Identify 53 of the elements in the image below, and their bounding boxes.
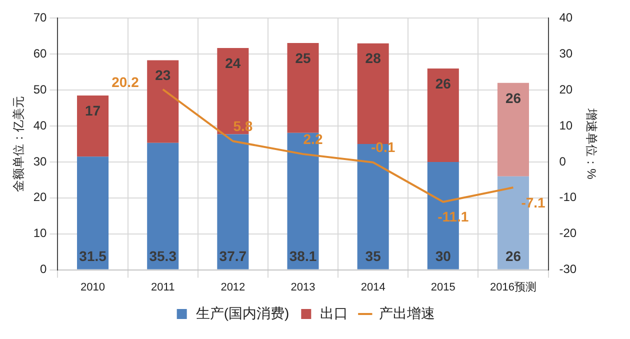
data-label: 24 — [225, 54, 241, 71]
legend-label: 出口 — [320, 304, 348, 321]
x-tick-label: 2013 — [290, 281, 316, 294]
bar — [147, 142, 179, 270]
data-label: 30 — [435, 248, 452, 264]
y2-tick-label: 20 — [559, 82, 573, 96]
bar — [427, 68, 459, 162]
x-tick-label: 2014 — [360, 281, 386, 294]
data-label: 35.3 — [149, 248, 177, 264]
y2-tick-label: 0 — [559, 154, 566, 168]
y-axis-title: 金额单位：亿美元 — [12, 96, 26, 192]
y2-axis-title: 增速单位：% — [584, 108, 598, 180]
legend-label: 生产(国内消费) — [196, 304, 290, 321]
data-label: 20.2 — [112, 74, 140, 90]
x-tick-label: 2011 — [151, 281, 175, 294]
x-tick-label: 2016预测 — [490, 281, 536, 294]
y2-tick-label: 30 — [559, 46, 573, 60]
bar — [287, 43, 319, 133]
data-label: 38.1 — [289, 248, 317, 264]
legend-label: 产出增速 — [379, 304, 436, 321]
data-label: 17 — [84, 102, 101, 118]
y2-tick-label: -10 — [559, 190, 577, 204]
y-tick-label: 50 — [33, 82, 48, 96]
x-tick-label: 2012 — [220, 281, 246, 294]
y2-tick-label: -20 — [559, 226, 577, 240]
y-tick-label: 40 — [33, 118, 48, 132]
y-tick-label: 70 — [33, 10, 48, 25]
bar — [147, 60, 179, 143]
y-tick-label: 0 — [40, 262, 48, 276]
data-label: 35 — [365, 248, 382, 264]
data-label: 25 — [295, 50, 311, 66]
data-label: 26 — [435, 75, 452, 92]
data-label: 37.7 — [219, 248, 247, 264]
x-tick-label: 2010 — [80, 281, 106, 294]
bar — [497, 82, 529, 176]
bar — [77, 95, 109, 157]
y-tick-label: 60 — [33, 46, 48, 60]
bar — [357, 43, 389, 144]
y2-tick-label: 10 — [559, 118, 573, 132]
y2-tick-label: -30 — [559, 262, 577, 276]
y2-tick-label: 40 — [559, 10, 573, 25]
x-tick-label: 2015 — [430, 281, 456, 294]
y-tick-label: 10 — [33, 226, 48, 240]
y-tick-label: 30 — [33, 154, 48, 168]
data-label: 31.5 — [79, 248, 107, 264]
data-label: -7.1 — [521, 194, 546, 210]
data-label: 26 — [505, 248, 522, 264]
bar — [77, 156, 109, 270]
data-label: 23 — [155, 67, 171, 84]
data-label: 26 — [505, 90, 522, 106]
y-tick-label: 20 — [33, 190, 48, 204]
data-label: 28 — [365, 50, 382, 66]
bar — [217, 134, 249, 270]
